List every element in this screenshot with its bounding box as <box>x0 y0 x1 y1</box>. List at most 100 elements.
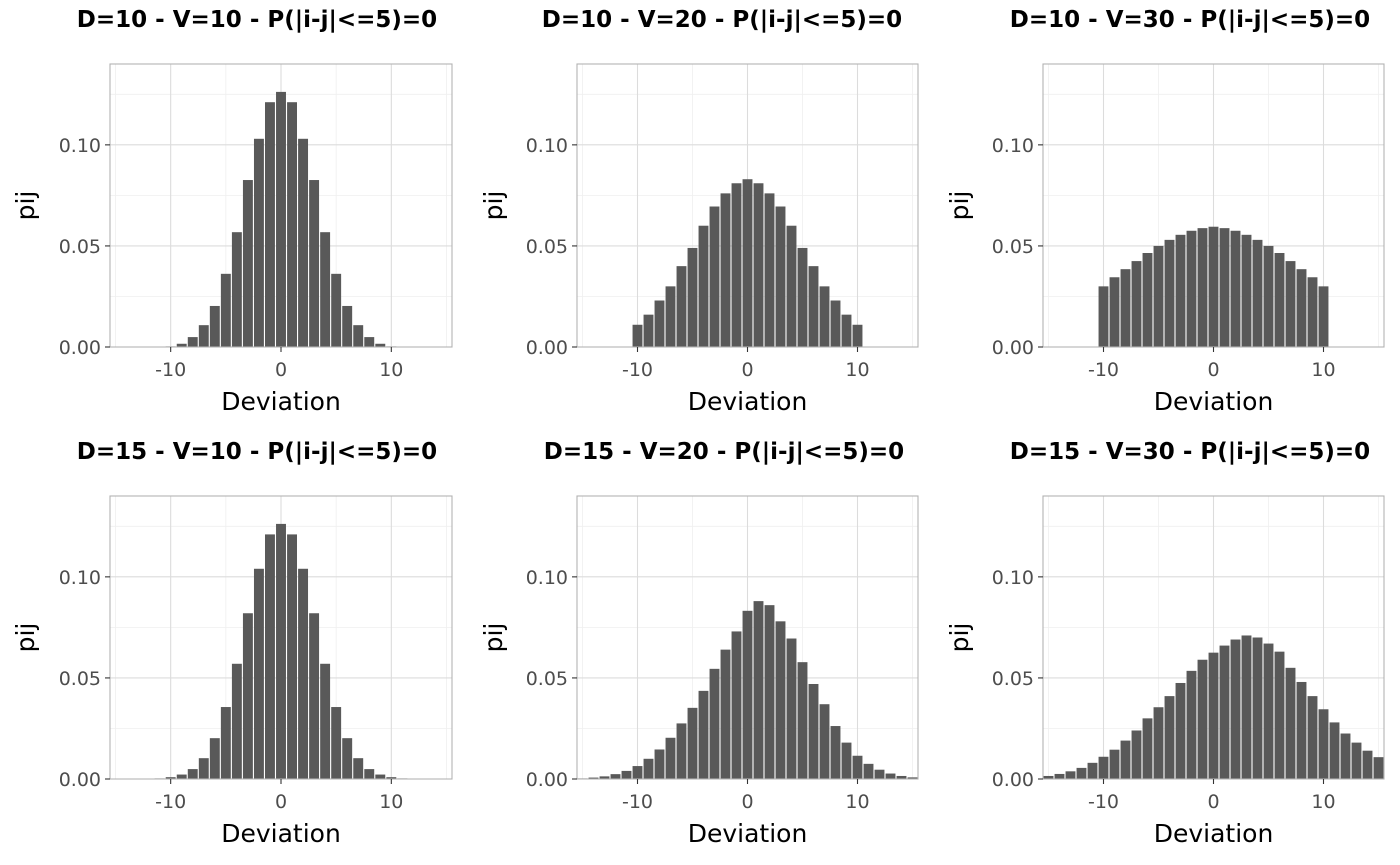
bar <box>1362 750 1373 779</box>
bar <box>1307 696 1318 779</box>
bar <box>1252 637 1263 779</box>
bar <box>242 613 253 779</box>
bar <box>1241 234 1252 347</box>
bar <box>231 232 242 347</box>
x-tick-label: 10 <box>1311 791 1335 813</box>
bar <box>1087 762 1098 779</box>
bar <box>1054 773 1065 779</box>
x-tick-label: -10 <box>622 359 653 381</box>
bar <box>797 247 808 347</box>
bar <box>342 738 353 779</box>
bar <box>276 523 286 779</box>
bar <box>742 179 753 347</box>
bar <box>375 343 386 347</box>
bar <box>896 775 907 779</box>
bar <box>1230 230 1241 347</box>
bar <box>1043 775 1054 779</box>
bar <box>309 180 320 347</box>
bar <box>731 183 742 347</box>
bar <box>610 774 621 779</box>
bar <box>309 613 320 779</box>
bar <box>841 742 852 779</box>
y-tick-label: 0.10 <box>992 135 1034 157</box>
bar <box>863 763 874 779</box>
bar <box>1120 269 1131 347</box>
y-tick-label: 0.05 <box>59 668 101 690</box>
y-axis-title: pij <box>11 623 40 653</box>
bar <box>1164 239 1175 347</box>
chart-panel-6: 0.00 0.05 0.10 -10 0 10 Deviation pij D=15 - V=3… <box>945 439 1385 848</box>
bar <box>353 758 364 779</box>
bar <box>687 707 698 779</box>
y-tick-label: 0.10 <box>526 135 568 157</box>
bar <box>198 325 209 347</box>
x-tick-label: 0 <box>275 359 287 381</box>
bar <box>1186 670 1197 779</box>
chart-panel-1: 0.00 0.05 0.10 -10 0 10 Deviation pij D=10 - V=1… <box>11 7 453 416</box>
bar <box>852 755 863 779</box>
bar <box>287 102 297 347</box>
bar <box>852 324 863 347</box>
chart-panel-3: 0.00 0.05 0.10 -10 0 10 Deviation pij D=10 - V=3… <box>945 7 1385 416</box>
x-axis-title: Deviation <box>221 819 341 848</box>
x-axis-title: Deviation <box>688 387 808 416</box>
y-tick-label: 0.05 <box>992 668 1034 690</box>
y-tick-label: 0.10 <box>59 567 101 589</box>
bar <box>1142 718 1153 779</box>
y-tick-label: 0.05 <box>526 236 568 258</box>
y-tick-label: 0.10 <box>526 567 568 589</box>
y-axis-title: pij <box>11 191 40 221</box>
x-axis-title: Deviation <box>1154 819 1274 848</box>
bar <box>1208 226 1219 347</box>
bar <box>1109 749 1120 779</box>
x-tick-label: 10 <box>379 359 403 381</box>
bar <box>1197 659 1208 779</box>
bar <box>786 638 797 779</box>
bar <box>753 183 764 347</box>
x-tick-label: -10 <box>1088 359 1119 381</box>
bar <box>1263 245 1274 347</box>
bar <box>830 300 841 347</box>
y-tick-label: 0.00 <box>59 337 101 359</box>
y-tick-label: 0.00 <box>526 769 568 791</box>
bar <box>1131 730 1142 779</box>
bar <box>720 193 731 347</box>
bar <box>331 707 342 779</box>
y-tick-label: 0.00 <box>992 337 1034 359</box>
bar <box>220 707 231 779</box>
x-tick-label: -10 <box>155 791 186 813</box>
bar <box>1109 277 1120 347</box>
bar <box>165 777 176 779</box>
x-tick-label: 0 <box>1207 791 1219 813</box>
x-tick-label: 10 <box>845 359 869 381</box>
panel-title: D=15 - V=20 - P(|i-j|<=5)=0 <box>544 439 904 465</box>
bar <box>1263 643 1274 779</box>
bar <box>176 774 187 779</box>
panel-title: D=10 - V=30 - P(|i-j|<=5)=0 <box>1010 7 1370 33</box>
bar <box>643 758 654 779</box>
bar <box>665 286 676 347</box>
bar <box>632 766 643 779</box>
bar <box>1120 740 1131 779</box>
bar <box>1318 709 1329 779</box>
bar <box>209 738 220 779</box>
bar <box>1373 757 1384 779</box>
bar <box>364 337 375 347</box>
y-tick-label: 0.00 <box>59 769 101 791</box>
panel-title: D=10 - V=20 - P(|i-j|<=5)=0 <box>542 7 902 33</box>
x-axis-title: Deviation <box>221 387 341 416</box>
x-tick-label: -10 <box>1088 791 1119 813</box>
bar <box>797 662 808 779</box>
bar <box>632 324 643 347</box>
bar <box>1197 228 1208 347</box>
x-axis-title: Deviation <box>1154 387 1274 416</box>
y-tick-label: 0.05 <box>59 236 101 258</box>
bar <box>742 610 753 779</box>
bar <box>764 193 775 347</box>
bar <box>1065 771 1076 779</box>
bar <box>808 683 819 779</box>
panel-title: D=15 - V=30 - P(|i-j|<=5)=0 <box>1010 439 1370 465</box>
bar <box>1153 707 1164 779</box>
bar <box>698 225 709 347</box>
x-tick-label: 0 <box>741 791 753 813</box>
